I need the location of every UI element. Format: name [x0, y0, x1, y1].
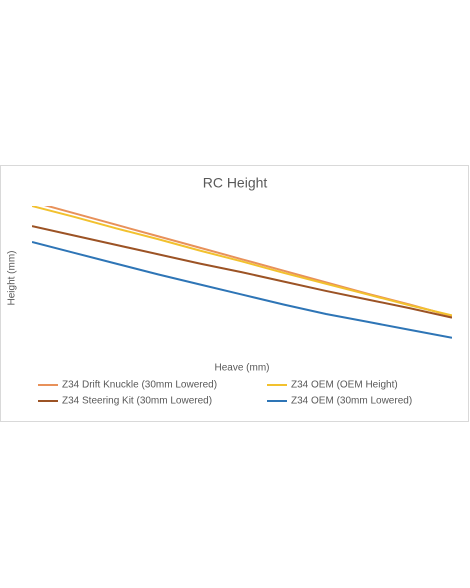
- legend-label: Z34 Drift Knuckle (30mm Lowered): [62, 380, 217, 391]
- series-line: [32, 206, 452, 317]
- series-line: [32, 225, 452, 319]
- legend-label: Z34 Steering Kit (30mm Lowered): [62, 396, 212, 407]
- chart-title: RC Height: [203, 175, 268, 191]
- legend-label: Z34 OEM (OEM Height): [291, 380, 398, 391]
- legend-label: Z34 OEM (30mm Lowered): [291, 396, 412, 407]
- x-axis-title: Heave (mm): [214, 363, 269, 374]
- series-line: [32, 241, 452, 339]
- y-axis-title: Height (mm): [7, 250, 18, 305]
